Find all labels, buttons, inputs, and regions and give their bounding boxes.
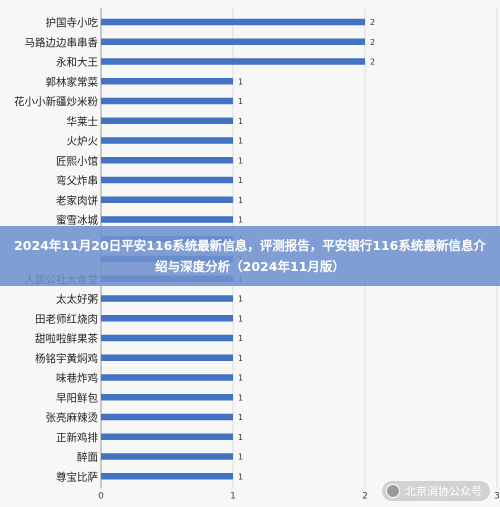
bar — [101, 157, 233, 164]
category-label: 匠熙小馆 — [56, 154, 98, 167]
bar — [101, 18, 365, 26]
bar — [101, 38, 365, 45]
category-label: 郭林家常菜 — [46, 75, 99, 88]
value-label: 1 — [238, 472, 243, 481]
bar — [101, 413, 233, 421]
watermark: 北京消协公众号 — [382, 481, 490, 501]
value-label: 1 — [238, 393, 243, 402]
category-label: 杨铭宇黄焖鸡 — [35, 352, 98, 365]
value-labels: 222111111111111111111111 — [238, 18, 375, 481]
value-label: 1 — [238, 156, 243, 165]
value-label: 1 — [238, 196, 243, 205]
watermark-text: 北京消协公众号 — [405, 485, 482, 498]
value-label: 2 — [370, 58, 375, 67]
bar — [101, 453, 233, 460]
category-label: 张亮麻辣烫 — [46, 411, 99, 424]
value-label: 1 — [238, 334, 243, 343]
value-label: 1 — [238, 413, 243, 422]
wechat-icon — [386, 484, 400, 498]
category-label: 蜜雪冰城 — [56, 214, 98, 227]
value-label: 1 — [238, 374, 243, 383]
category-label: 老家肉饼 — [56, 194, 98, 207]
bar — [101, 58, 365, 65]
category-label: 华莱士 — [67, 115, 99, 128]
category-label: 护国寺小吃 — [46, 16, 99, 29]
bar — [101, 473, 233, 480]
category-label: 弯父炸串 — [56, 174, 98, 187]
value-label: 1 — [238, 137, 243, 146]
bar — [101, 137, 233, 144]
x-tick-label: 3 — [494, 491, 500, 501]
value-label: 1 — [238, 77, 243, 86]
bar — [101, 295, 233, 302]
x-tick-label: 2 — [362, 491, 368, 501]
category-label: 马路边边串串香 — [25, 36, 99, 49]
value-label: 2 — [370, 38, 375, 47]
value-label: 1 — [238, 314, 243, 323]
x-tick-label: 1 — [230, 491, 236, 501]
category-label: 醉面 — [77, 451, 98, 464]
category-label: 甜啦啦鲜果茶 — [35, 332, 98, 345]
headline-banner: 2024年11月20日平安116系统最新信息，评测报告，平安银行116系统最新信… — [0, 226, 500, 286]
bar — [101, 196, 233, 203]
bar — [101, 78, 233, 85]
value-label: 1 — [238, 176, 243, 185]
bar — [101, 117, 233, 124]
category-label: 田老师红烧肉 — [35, 312, 98, 325]
value-label: 1 — [238, 354, 243, 363]
value-label: 1 — [238, 295, 243, 304]
bar — [101, 315, 233, 322]
value-label: 2 — [370, 18, 375, 27]
category-label: 永和大王 — [56, 56, 98, 69]
value-label: 1 — [238, 97, 243, 106]
x-axis-ticks: 0 1 2 3 — [98, 491, 500, 501]
bar — [101, 334, 233, 342]
value-label: 1 — [238, 117, 243, 126]
category-label: 尊宝比萨 — [56, 470, 98, 483]
category-label: 火炉火 — [67, 136, 99, 148]
category-label: 早阳鲜包 — [56, 391, 98, 404]
category-label: 太太好粥 — [56, 293, 98, 306]
bar — [101, 176, 233, 184]
bar — [101, 216, 233, 223]
bar — [101, 97, 233, 105]
x-tick-label: 0 — [98, 491, 104, 501]
category-label: 味巷炸鸡 — [56, 372, 98, 385]
bar — [101, 433, 233, 440]
value-label: 1 — [238, 453, 243, 462]
bar — [101, 394, 233, 401]
category-label: 正新鸡排 — [56, 431, 98, 444]
value-label: 1 — [238, 433, 243, 442]
bar — [101, 354, 233, 361]
value-label: 1 — [238, 216, 243, 225]
category-label: 花小小新疆炒米粉 — [14, 95, 98, 108]
bar — [101, 374, 233, 381]
